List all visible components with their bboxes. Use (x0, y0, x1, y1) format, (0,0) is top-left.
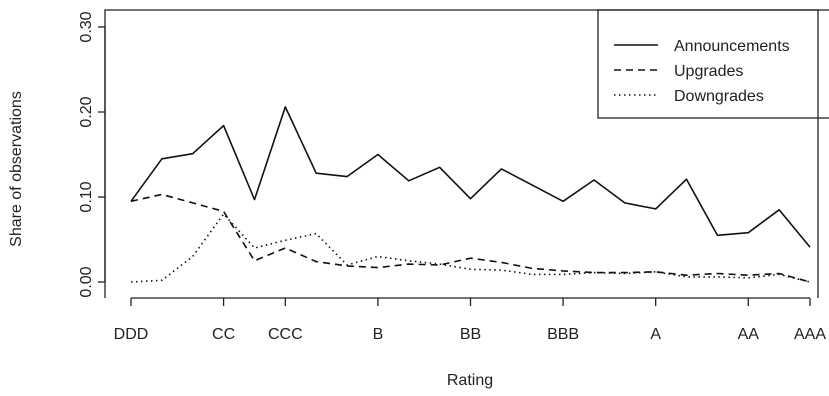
legend-label: Downgrades (674, 88, 764, 105)
y-tick-label: 0.20 (78, 96, 95, 127)
y-axis-label: Share of observations (8, 91, 25, 247)
series-line-downgrades (130, 213, 811, 283)
x-axis-label: Rating (447, 372, 493, 389)
x-tick-label: CC (212, 326, 235, 343)
y-tick-label: 0.00 (78, 266, 95, 297)
x-tick-label: B (373, 326, 384, 343)
series-line-upgrades (130, 193, 811, 283)
x-tick-label: AAA (794, 326, 826, 343)
x-tick-label: AA (738, 326, 760, 343)
x-tick-label: BBB (547, 326, 579, 343)
series-layer (130, 106, 811, 283)
x-axis: DDD CC CCC B BB BBB A AA AAA (114, 297, 826, 343)
legend-box (597, 9, 829, 119)
series-line-announcements (130, 106, 811, 248)
legend: Announcements Upgrades Downgrades (597, 9, 829, 119)
y-tick-label: 0.30 (78, 11, 95, 42)
x-tick-label: A (650, 326, 661, 343)
legend-label: Upgrades (674, 63, 743, 80)
x-tick-label: BB (460, 326, 481, 343)
legend-label: Announcements (674, 38, 790, 55)
x-tick-label: DDD (114, 326, 149, 343)
y-tick-label: 0.10 (78, 181, 95, 212)
x-tick-label: CCC (268, 326, 303, 343)
plot-frame (104, 9, 819, 298)
y-axis: 0.00 0.10 0.20 0.30 (78, 11, 106, 298)
